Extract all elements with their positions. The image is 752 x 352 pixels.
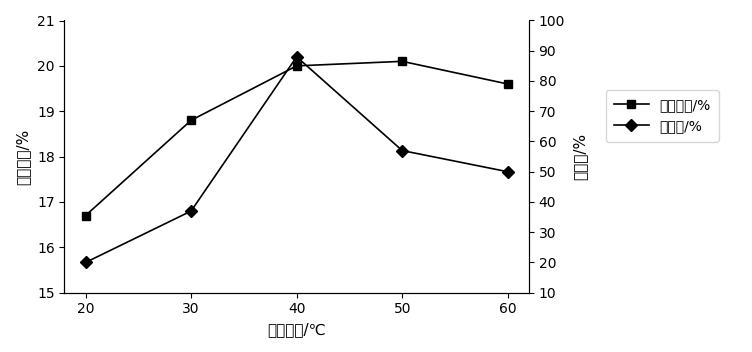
Line: 清除率/%: 清除率/% [81,53,512,267]
清除率/% [398,149,407,153]
Y-axis label: 提取得率/%: 提取得率/% [15,128,30,185]
清除率/% [292,55,301,59]
X-axis label: 提取温度/℃: 提取温度/℃ [267,322,326,337]
提取得率/% [398,59,407,63]
Legend: 提取得率/%, 清除率/%: 提取得率/%, 清除率/% [605,90,719,142]
清除率/% [186,209,196,213]
Line: 提取得率/%: 提取得率/% [81,57,512,220]
Y-axis label: 清除率/%: 清除率/% [572,133,587,180]
提取得率/% [186,118,196,122]
清除率/% [81,260,90,265]
提取得率/% [292,64,301,68]
提取得率/% [81,213,90,218]
清除率/% [503,170,512,174]
提取得率/% [503,82,512,86]
